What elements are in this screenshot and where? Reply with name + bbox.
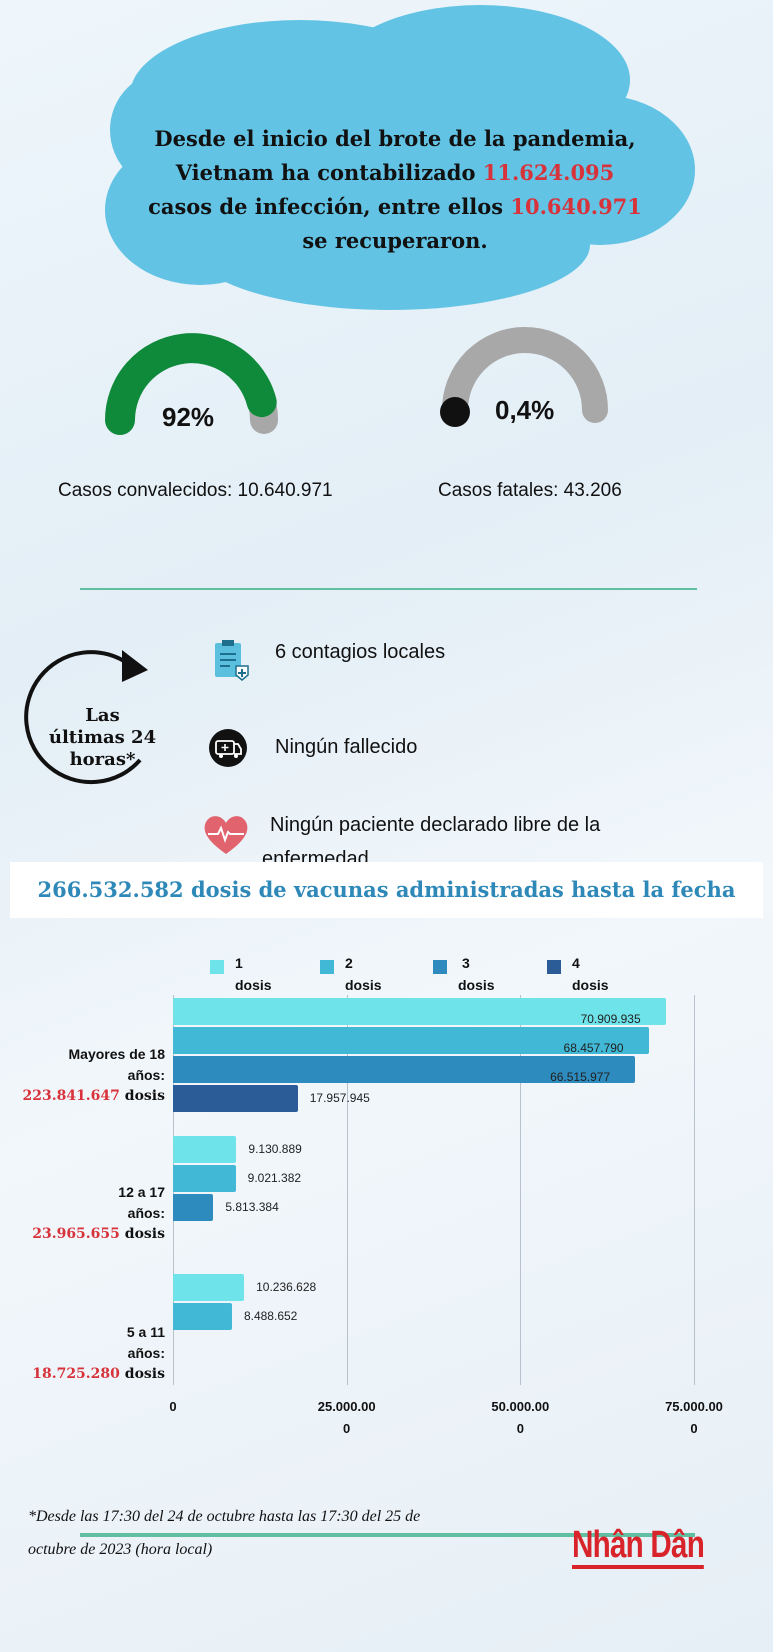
category-label: 5 a 11 años: 18.725.280 dosis xyxy=(5,1322,165,1385)
bar-value-label: 8.488.652 xyxy=(243,1309,298,1323)
tick-text: 0 xyxy=(169,1399,177,1414)
legend-swatch xyxy=(320,960,334,974)
tick-text: 50.000.00 xyxy=(491,1399,550,1414)
gridline xyxy=(346,995,348,1385)
bar-value-label: 17.957.945 xyxy=(309,1091,370,1105)
category-name: años: xyxy=(127,1205,165,1221)
bar xyxy=(173,1136,237,1163)
category-unit: dosis xyxy=(119,1088,165,1104)
bar-value-label: 70.909.935 xyxy=(580,1012,641,1026)
category-name: años: xyxy=(127,1067,165,1083)
headline-line: Vietnam ha contabilizado xyxy=(175,160,483,185)
bar xyxy=(173,1194,214,1221)
last24-title: Las últimas 24 horas* xyxy=(40,705,165,771)
headline-line: se recuperaron. xyxy=(302,228,488,253)
nhan-dan-logo[interactable]: Nhân Dân xyxy=(572,1525,705,1569)
tick-text: 75.000.00 xyxy=(665,1399,723,1414)
bar xyxy=(173,1274,245,1301)
legend-label: dosis xyxy=(458,977,495,993)
deaths: Ningún fallecido xyxy=(275,736,418,758)
bar-value-label: 9.130.889 xyxy=(248,1142,302,1156)
legend-item: 3 dosis xyxy=(458,952,495,996)
headline-line: Desde el inicio del brote de la pandemia… xyxy=(154,126,636,151)
heart-pulse-icon xyxy=(204,816,248,854)
fatal-label: Casos fatales: 43.206 xyxy=(438,480,622,501)
legend-label: 4 xyxy=(572,955,580,971)
tick-text: 25.000.00 xyxy=(317,1399,376,1414)
clipboard-medical-icon xyxy=(215,640,249,681)
x-tick-label: 50.000.00 0 xyxy=(475,1396,565,1440)
bar xyxy=(173,1027,649,1054)
legend-label: 1 xyxy=(235,955,243,971)
legend-item: 1 dosis xyxy=(235,952,272,996)
bar xyxy=(173,1056,636,1083)
legend-swatch xyxy=(547,960,561,974)
bar-value-label: 10.236.628 xyxy=(256,1280,317,1294)
category-total: 223.841.647 xyxy=(22,1088,120,1104)
legend-label: dosis xyxy=(345,977,382,993)
category-unit: dosis xyxy=(119,1226,165,1242)
legend-item: 2 dosis xyxy=(345,952,382,996)
category-name: 12 a 17 xyxy=(118,1184,165,1200)
legend-swatch xyxy=(210,960,224,974)
last24-title-line: Las xyxy=(85,705,120,726)
gauge-fatal-track xyxy=(442,327,608,423)
category-name: Mayores de 18 xyxy=(68,1046,166,1062)
category-name: años: xyxy=(127,1345,165,1361)
gridline xyxy=(694,995,695,1385)
circular-arrow-icon xyxy=(24,650,148,785)
bar-value-label: 68.457.790 xyxy=(563,1041,624,1055)
gridline xyxy=(520,995,522,1385)
headline-line: casos de infección, entre ellos xyxy=(148,194,511,219)
footnote-line: octubre de 2023 (hora local) xyxy=(28,1541,213,1558)
bar xyxy=(173,1085,298,1112)
category-label: 12 a 17 años: 23.965.655 dosis xyxy=(5,1182,165,1245)
last24-title-line: últimas 24 xyxy=(48,727,157,748)
legend-swatch xyxy=(433,960,447,974)
tick-text: 0 xyxy=(516,1421,524,1436)
bar-value-label: 66.515.977 xyxy=(550,1070,611,1084)
cured-line: Ningún paciente declarado libre de la xyxy=(270,814,601,836)
category-total: 23.965.655 xyxy=(32,1226,120,1242)
x-tick-label: 0 xyxy=(128,1396,218,1418)
bar xyxy=(173,998,666,1025)
category-total: 18.725.280 xyxy=(32,1366,120,1382)
footnote: *Desde las 17:30 del 24 de octubre hasta… xyxy=(28,1500,508,1566)
divider xyxy=(80,1533,695,1537)
gauges xyxy=(105,327,608,435)
vaccine-banner: 266.532.582 dosis de vacunas administrad… xyxy=(10,862,763,918)
gauge-fatal-fill xyxy=(440,397,470,427)
total-cases: 11.624.095 xyxy=(482,160,615,185)
x-tick-label: 75.000.00 0 xyxy=(649,1396,739,1440)
recovered-percent: 92% xyxy=(162,402,215,432)
fatal-percent: 0,4% xyxy=(495,395,555,425)
bar xyxy=(173,1165,236,1192)
cloud-shape xyxy=(105,5,695,310)
ambulance-icon xyxy=(209,729,247,767)
bar-value-label: 9.021.382 xyxy=(247,1171,302,1185)
legend-label: 2 xyxy=(345,955,353,971)
legend-label: 3 xyxy=(462,955,470,971)
category-name: 5 a 11 xyxy=(126,1324,165,1340)
tick-text: 0 xyxy=(343,1421,351,1436)
legend-label: dosis xyxy=(572,977,609,993)
category-unit: dosis xyxy=(119,1366,165,1382)
gauge-recovered-fill xyxy=(105,333,277,435)
tick-text: 0 xyxy=(690,1421,698,1436)
bar xyxy=(173,1303,232,1330)
recovered-label: Casos convalecidos: 10.640.971 xyxy=(58,480,333,501)
divider xyxy=(80,588,697,590)
local-infections: 6 contagios locales xyxy=(275,641,446,663)
legend-item: 4 dosis xyxy=(572,952,609,996)
x-tick-label: 25.000.00 0 xyxy=(302,1396,392,1440)
legend-label: dosis xyxy=(235,977,272,993)
recovered-cases: 10.640.971 xyxy=(510,194,642,219)
footnote-line: *Desde las 17:30 del 24 de octubre hasta… xyxy=(28,1508,421,1525)
category-label: Mayores de 18 años: 223.841.647 dosis xyxy=(5,1044,165,1107)
last24-title-line: horas* xyxy=(69,749,136,770)
headline: Desde el inicio del brote de la pandemia… xyxy=(130,122,660,258)
bar-value-label: 5.813.384 xyxy=(225,1200,279,1214)
